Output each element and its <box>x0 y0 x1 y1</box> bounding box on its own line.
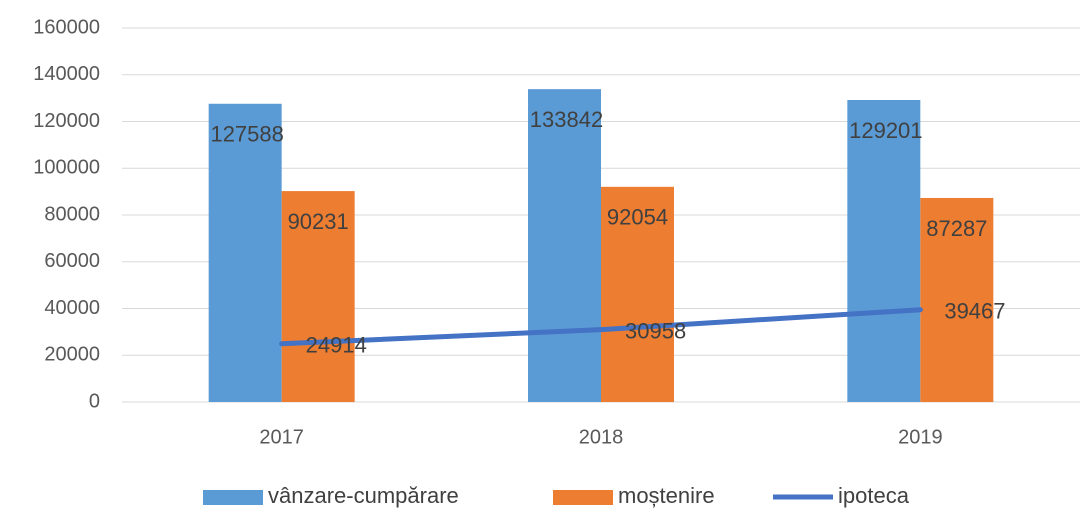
legend-label: ipoteca <box>838 483 910 508</box>
bar <box>847 99 921 402</box>
x-tick-label: 2018 <box>579 426 624 448</box>
bar <box>208 103 282 402</box>
y-tick-label: 100000 <box>33 157 100 179</box>
line <box>279 307 923 347</box>
y-tick-label: 160000 <box>33 16 100 38</box>
x-tick-label: 2019 <box>898 426 943 448</box>
data-label: 24914 <box>306 333 367 358</box>
y-tick-label: 0 <box>89 390 100 412</box>
y-tick-label: 140000 <box>33 63 100 85</box>
legend-label: moștenire <box>618 483 715 508</box>
y-tick-label: 120000 <box>33 110 100 132</box>
bar <box>528 89 601 403</box>
legend-swatch <box>553 490 613 505</box>
y-tick-label: 60000 <box>44 250 100 272</box>
y-tick-label: 20000 <box>44 344 100 366</box>
data-label: 133842 <box>530 107 603 132</box>
bar <box>601 186 674 402</box>
legend-swatch <box>203 490 263 505</box>
data-label: 127588 <box>210 122 283 147</box>
y-tick-label: 40000 <box>44 297 100 319</box>
y-tick-label: 80000 <box>44 203 100 225</box>
legend-label: vânzare-cumpărare <box>268 483 459 508</box>
bar <box>281 191 355 402</box>
data-label: 90231 <box>288 209 349 234</box>
data-label: 92054 <box>607 205 668 230</box>
data-label: 39467 <box>944 299 1005 324</box>
data-label: 30958 <box>625 318 686 343</box>
bar <box>920 197 994 402</box>
data-label: 129201 <box>849 118 922 143</box>
x-tick-label: 2017 <box>259 426 304 448</box>
data-label: 87287 <box>926 216 987 241</box>
